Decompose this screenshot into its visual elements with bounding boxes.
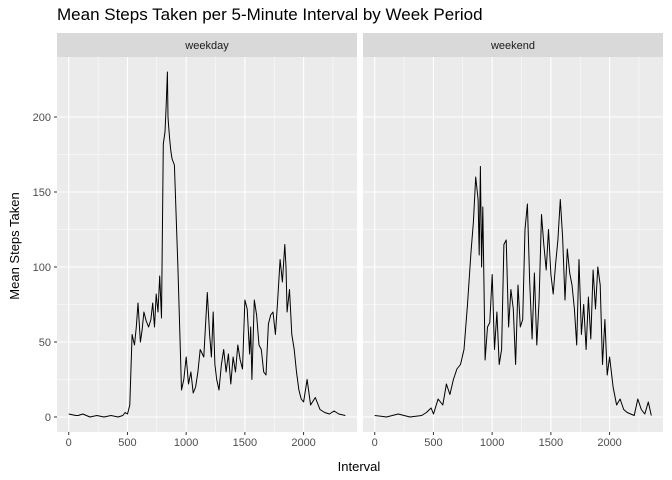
facet-panels: weekday 0 500 1000 1500 2000 0 50 100 150 200 weeke…	[33, 33, 663, 449]
x-tick-label: 1500	[539, 437, 563, 449]
y-tick-label: 50	[39, 337, 51, 349]
x-tick-label: 1000	[174, 437, 198, 449]
x-axis-title: Interval	[338, 459, 381, 474]
panel-background-weekend	[363, 57, 663, 432]
x-tick-label: 2000	[597, 437, 621, 449]
facet-strip-weekday	[57, 33, 357, 57]
x-tick-label: 2000	[291, 437, 315, 449]
y-tick-label: 200	[33, 112, 51, 124]
facet-strip-label-weekend: weekend	[490, 40, 535, 52]
facet-strip-weekend	[363, 33, 663, 57]
y-tick-label: 150	[33, 187, 51, 199]
y-tick-label: 100	[33, 262, 51, 274]
series-line-weekday	[68, 71, 346, 418]
chart-title: Mean Steps Taken per 5-Minute Interval b…	[57, 5, 483, 24]
x-tick-label: 0	[66, 437, 72, 449]
panel-background-weekday	[57, 57, 357, 432]
facet-strip-label-weekday: weekday	[184, 40, 229, 52]
series-line-weekend	[374, 166, 652, 418]
x-tick-label: 1000	[480, 437, 504, 449]
x-tick-label: 0	[372, 437, 378, 449]
y-tick-label: 0	[45, 412, 51, 424]
y-axis-title: Mean Steps Taken	[7, 192, 22, 299]
x-tick-label: 500	[118, 437, 136, 449]
x-tick-label: 500	[424, 437, 442, 449]
x-tick-label: 1500	[233, 437, 257, 449]
